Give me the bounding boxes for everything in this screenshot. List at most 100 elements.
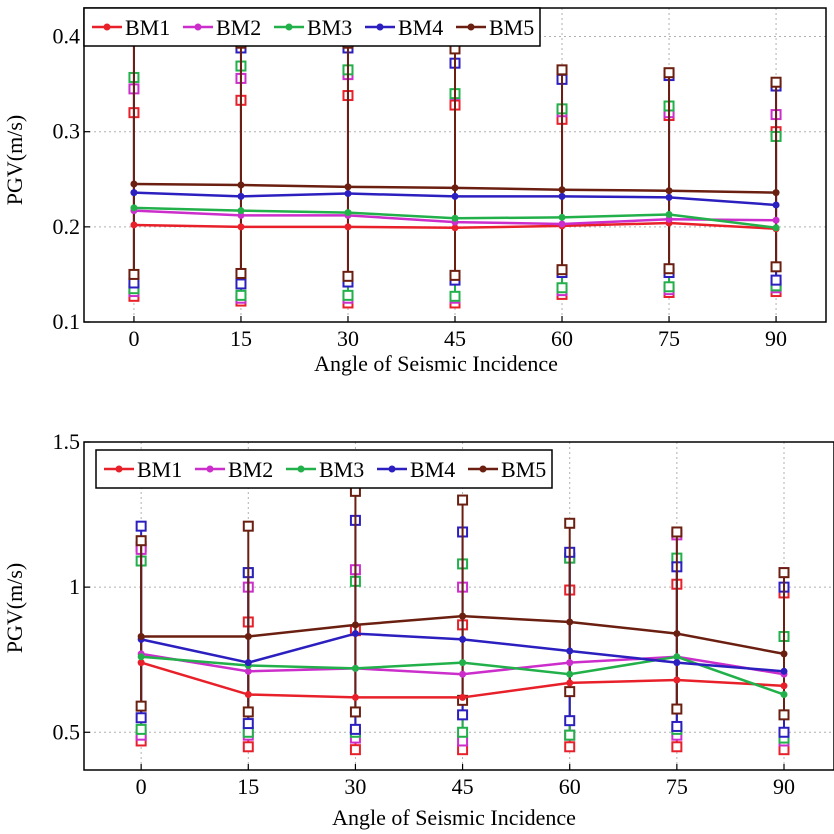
error-marker bbox=[663, 263, 675, 275]
y-tick-label: 0.1 bbox=[53, 309, 81, 334]
error-marker bbox=[135, 712, 147, 724]
data-point bbox=[451, 184, 459, 192]
error-marker bbox=[564, 715, 576, 727]
error-marker bbox=[663, 281, 675, 293]
data-point bbox=[244, 659, 252, 667]
data-point bbox=[673, 659, 681, 667]
y-tick-label: 1 bbox=[69, 574, 80, 599]
data-point bbox=[237, 223, 245, 231]
error-marker bbox=[342, 289, 354, 301]
legend-label: BM1 bbox=[125, 15, 170, 40]
data-point bbox=[772, 189, 780, 197]
legend-label: BM3 bbox=[319, 457, 364, 482]
y-tick-label: 1.5 bbox=[53, 429, 81, 454]
error-marker bbox=[564, 729, 576, 741]
legend-label: BM2 bbox=[228, 457, 273, 482]
chart-bottom: Angle of Seismic Incidence PGV(m/s) 0 15 3… bbox=[2, 429, 834, 830]
data-point bbox=[237, 207, 245, 215]
data-point bbox=[130, 189, 138, 197]
data-point bbox=[558, 186, 566, 194]
data-point bbox=[351, 621, 359, 629]
data-point bbox=[344, 223, 352, 231]
data-point bbox=[351, 693, 359, 701]
y-tick-label: 0.3 bbox=[53, 119, 81, 144]
xlabel: Angle of Seismic Incidence bbox=[314, 351, 558, 376]
error-marker bbox=[457, 726, 469, 738]
data-point bbox=[244, 667, 252, 675]
legend-marker bbox=[194, 23, 202, 31]
data-point bbox=[137, 632, 145, 640]
data-point bbox=[772, 201, 780, 209]
data-point bbox=[772, 224, 780, 232]
data-point bbox=[237, 192, 245, 200]
ylabel: PGV(m/s) bbox=[2, 563, 27, 653]
error-marker bbox=[242, 741, 254, 753]
data-point bbox=[351, 630, 359, 638]
error-marker bbox=[564, 686, 576, 698]
error-marker bbox=[556, 264, 568, 276]
data-point bbox=[673, 653, 681, 661]
legend-label: BM5 bbox=[501, 457, 546, 482]
data-point bbox=[130, 204, 138, 212]
x-tick-label: 60 bbox=[559, 774, 581, 799]
y-tick-label: 0.4 bbox=[53, 24, 81, 49]
error-marker bbox=[135, 535, 147, 547]
legend-label: BM5 bbox=[489, 15, 534, 40]
data-point bbox=[459, 693, 467, 701]
error-marker bbox=[778, 567, 790, 579]
data-point bbox=[566, 679, 574, 687]
error-marker bbox=[556, 64, 568, 76]
x-tick-label: 60 bbox=[551, 326, 573, 351]
data-point bbox=[244, 691, 252, 699]
error-marker bbox=[235, 278, 247, 290]
data-point bbox=[451, 214, 459, 222]
data-point bbox=[459, 670, 467, 678]
data-point bbox=[244, 632, 252, 640]
data-point bbox=[237, 181, 245, 189]
data-point bbox=[558, 192, 566, 200]
data-point bbox=[459, 612, 467, 620]
error-marker bbox=[135, 723, 147, 735]
x-tick-label: 0 bbox=[128, 326, 139, 351]
data-point bbox=[665, 187, 673, 195]
data-point bbox=[459, 635, 467, 643]
error-marker bbox=[778, 744, 790, 756]
x-tick-label: 0 bbox=[136, 774, 147, 799]
data-point bbox=[344, 190, 352, 198]
data-point bbox=[673, 676, 681, 684]
data-point bbox=[351, 664, 359, 672]
legend-label: BM2 bbox=[216, 15, 261, 40]
x-tick-label: 45 bbox=[444, 326, 466, 351]
data-point bbox=[137, 653, 145, 661]
error-marker bbox=[235, 267, 247, 279]
chart-top: Angle of Seismic Incidence PGV(m/s) 0 15 3… bbox=[2, 7, 827, 376]
x-tick-label: 30 bbox=[337, 326, 359, 351]
data-point bbox=[344, 183, 352, 191]
legend-marker bbox=[115, 465, 123, 473]
x-tick-label: 15 bbox=[237, 774, 259, 799]
error-marker bbox=[663, 67, 675, 79]
data-point bbox=[780, 682, 788, 690]
error-marker bbox=[349, 744, 361, 756]
error-marker bbox=[449, 269, 461, 281]
legend-label: BM4 bbox=[410, 457, 455, 482]
error-marker bbox=[235, 289, 247, 301]
error-marker bbox=[457, 735, 469, 747]
data-point bbox=[780, 691, 788, 699]
error-marker bbox=[242, 706, 254, 718]
legend-label: BM4 bbox=[398, 15, 443, 40]
data-point bbox=[566, 647, 574, 655]
error-marker bbox=[564, 741, 576, 753]
x-tick-label: 15 bbox=[230, 326, 252, 351]
data-point bbox=[566, 618, 574, 626]
x-tick-label: 45 bbox=[452, 774, 474, 799]
error-marker bbox=[242, 726, 254, 738]
data-point bbox=[459, 659, 467, 667]
error-marker bbox=[671, 703, 683, 715]
data-point bbox=[780, 667, 788, 675]
legend-marker bbox=[479, 465, 487, 473]
data-point bbox=[344, 209, 352, 217]
xlabel: Angle of Seismic Incidence bbox=[332, 805, 576, 830]
error-marker bbox=[242, 520, 254, 532]
